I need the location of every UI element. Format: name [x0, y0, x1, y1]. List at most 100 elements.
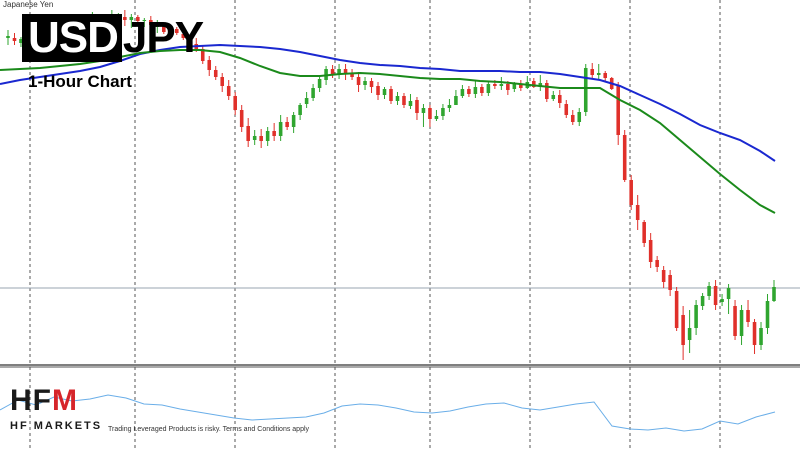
candle-body: [596, 73, 601, 75]
candle-body: [226, 86, 231, 96]
candle-body: [493, 84, 497, 86]
candle-body: [181, 34, 186, 38]
candle-body: [726, 288, 731, 299]
candle: [733, 300, 737, 340]
candle-body: [174, 29, 179, 33]
candle-body: [519, 84, 523, 88]
candle: [246, 118, 250, 147]
candle: [739, 305, 744, 345]
candle: [330, 65, 335, 78]
title-quote-currency: JPY: [122, 13, 204, 62]
candle-body: [622, 135, 627, 180]
candle: [583, 64, 588, 116]
logo-m-icon: M: [52, 384, 78, 417]
candle: [674, 287, 679, 331]
candle-body: [752, 322, 757, 345]
candle: [570, 110, 575, 125]
candle: [629, 175, 633, 210]
indicator-line-group: [0, 394, 776, 432]
candle-body: [382, 89, 387, 95]
logo-brand: HFM: [10, 384, 78, 417]
candle-body: [363, 81, 367, 85]
candle-body: [213, 70, 218, 77]
candle-body: [486, 84, 491, 93]
candle-body: [765, 301, 770, 328]
candle-body: [389, 89, 393, 101]
candle: [181, 31, 186, 40]
candle: [564, 100, 569, 118]
candle: [259, 129, 263, 148]
candle-body: [512, 84, 517, 89]
candle: [311, 84, 315, 101]
candle: [428, 105, 432, 127]
risk-disclaimer: Trading Leveraged Products is risky. Ter…: [108, 426, 310, 433]
moving-average-slow: [0, 43, 776, 162]
candle: [473, 80, 478, 98]
candle: [376, 82, 380, 100]
candle: [369, 78, 374, 93]
candle-body: [460, 89, 465, 96]
candle-body: [129, 17, 134, 20]
candle: [226, 80, 231, 100]
candle: [317, 75, 322, 92]
candle-body: [298, 105, 302, 115]
candle: [603, 71, 608, 82]
candle-body: [545, 83, 549, 99]
candle: [168, 25, 173, 36]
symbol-name: Japanese Yen: [3, 0, 54, 9]
candle: [467, 86, 471, 97]
candle-body: [207, 60, 212, 70]
grid-lines: [29, 0, 721, 450]
candle-body: [733, 306, 737, 336]
candle: [551, 91, 556, 101]
candle-body: [350, 74, 354, 77]
candle: [590, 63, 595, 78]
candle: [213, 66, 218, 80]
candle: [402, 93, 406, 108]
candle: [486, 81, 491, 96]
candle-body: [583, 68, 588, 112]
candle-body: [707, 286, 711, 296]
candle: [239, 105, 244, 132]
candle-body: [694, 305, 698, 328]
candle-body: [343, 69, 348, 73]
hfm-logo: HFM HF MARKETS: [10, 384, 103, 433]
candle: [746, 300, 750, 327]
candle-body: [317, 79, 322, 88]
candle: [285, 117, 289, 130]
candle: [421, 104, 426, 127]
candle: [337, 64, 341, 79]
candle: [149, 16, 153, 30]
candle-body: [246, 126, 250, 141]
logo-subtitle: HF MARKETS: [10, 420, 103, 432]
candle: [707, 282, 711, 300]
candle: [415, 97, 419, 120]
candle-body: [635, 205, 640, 220]
candle: [220, 73, 225, 92]
candle: [129, 14, 134, 28]
candle-body: [434, 116, 439, 119]
candle: [136, 15, 140, 26]
candle-body: [441, 108, 445, 116]
candle-body: [687, 328, 692, 340]
candle-body: [700, 296, 705, 306]
candle: [460, 85, 465, 98]
candle-body: [648, 240, 653, 262]
candle: [596, 64, 601, 80]
candle-body: [136, 17, 140, 21]
candle-body: [720, 299, 724, 302]
candle-body: [155, 24, 160, 27]
candle-body: [538, 83, 543, 87]
candle-body: [123, 17, 127, 20]
candle-body: [142, 20, 147, 21]
candle: [356, 72, 361, 92]
candle-body: [499, 84, 504, 86]
candle-body: [6, 36, 10, 38]
candle: [759, 322, 763, 350]
candle: [480, 84, 484, 96]
candle-body: [713, 286, 718, 305]
candle: [454, 90, 458, 105]
moving-average-fast: [0, 49, 776, 214]
